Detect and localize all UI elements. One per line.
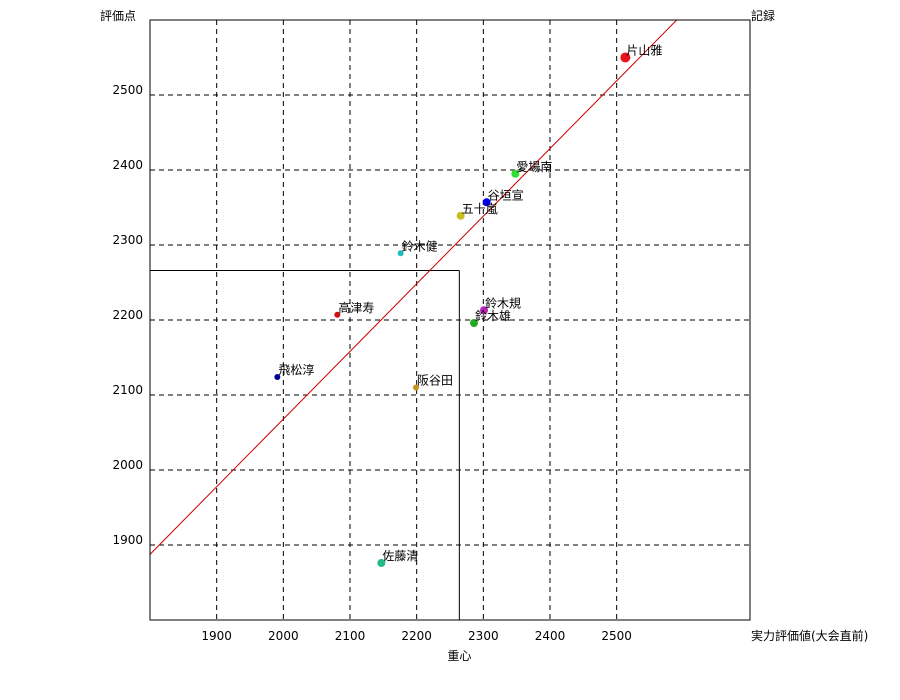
trend-layer	[150, 20, 678, 620]
grid	[150, 20, 750, 620]
data-point[interactable]	[470, 319, 478, 327]
data-point[interactable]	[397, 250, 404, 257]
point-label: 鈴木健	[402, 238, 438, 253]
y-axis-label: 評価点	[100, 8, 136, 23]
data-point[interactable]	[274, 374, 281, 380]
data-point[interactable]	[413, 384, 419, 391]
point-label: 鈴木雄	[475, 308, 511, 323]
x-tick-label: 2100	[335, 629, 366, 643]
y-tick-label: 2400	[112, 158, 143, 172]
y-tick-label: 2500	[112, 83, 143, 97]
x-tick-label: 2300	[468, 629, 499, 643]
point-label: 愛場南	[516, 159, 552, 174]
y-tick-label: 1900	[112, 533, 143, 547]
x-tick-label: 2200	[401, 629, 432, 643]
point-label: 片山雅	[626, 43, 662, 58]
center-label: 重心	[447, 649, 471, 663]
x-tick-label: 1900	[201, 629, 232, 643]
y-tick-label: 2200	[112, 308, 143, 322]
point-label: 五十嵐	[462, 202, 498, 216]
data-point[interactable]	[377, 559, 386, 567]
point-label: 飛松淳	[278, 362, 314, 377]
point-label: 佐藤清	[382, 549, 418, 563]
data-point[interactable]	[511, 169, 520, 178]
data-point[interactable]	[480, 306, 488, 315]
x-tick-label: 2500	[601, 629, 632, 643]
point-label: 鈴木規	[485, 295, 521, 310]
top-right-label: 記録	[751, 8, 775, 23]
y-tick-label: 2300	[112, 233, 143, 247]
point-label: 阪谷田	[417, 374, 453, 388]
tick-labels: 1900 2000 2100 2200 2300 2400 2500 1900 2000 2100…	[112, 83, 631, 643]
point-label: 高津寿	[338, 300, 374, 315]
x-tick-label: 2000	[268, 629, 299, 643]
point-label: 谷垣宣	[488, 187, 524, 202]
x-tick-label: 2400	[535, 629, 566, 643]
y-tick-label: 2000	[112, 458, 143, 472]
plot-frame	[149, 19, 751, 621]
y-tick-label: 2100	[112, 383, 143, 397]
data-point[interactable]	[334, 311, 341, 318]
x-axis-label: 実力評価値(大会直前)	[751, 628, 868, 643]
data-point[interactable]	[482, 198, 491, 207]
trend-line	[150, 20, 678, 556]
data-point[interactable]	[456, 211, 465, 220]
data-point[interactable]	[620, 52, 631, 63]
